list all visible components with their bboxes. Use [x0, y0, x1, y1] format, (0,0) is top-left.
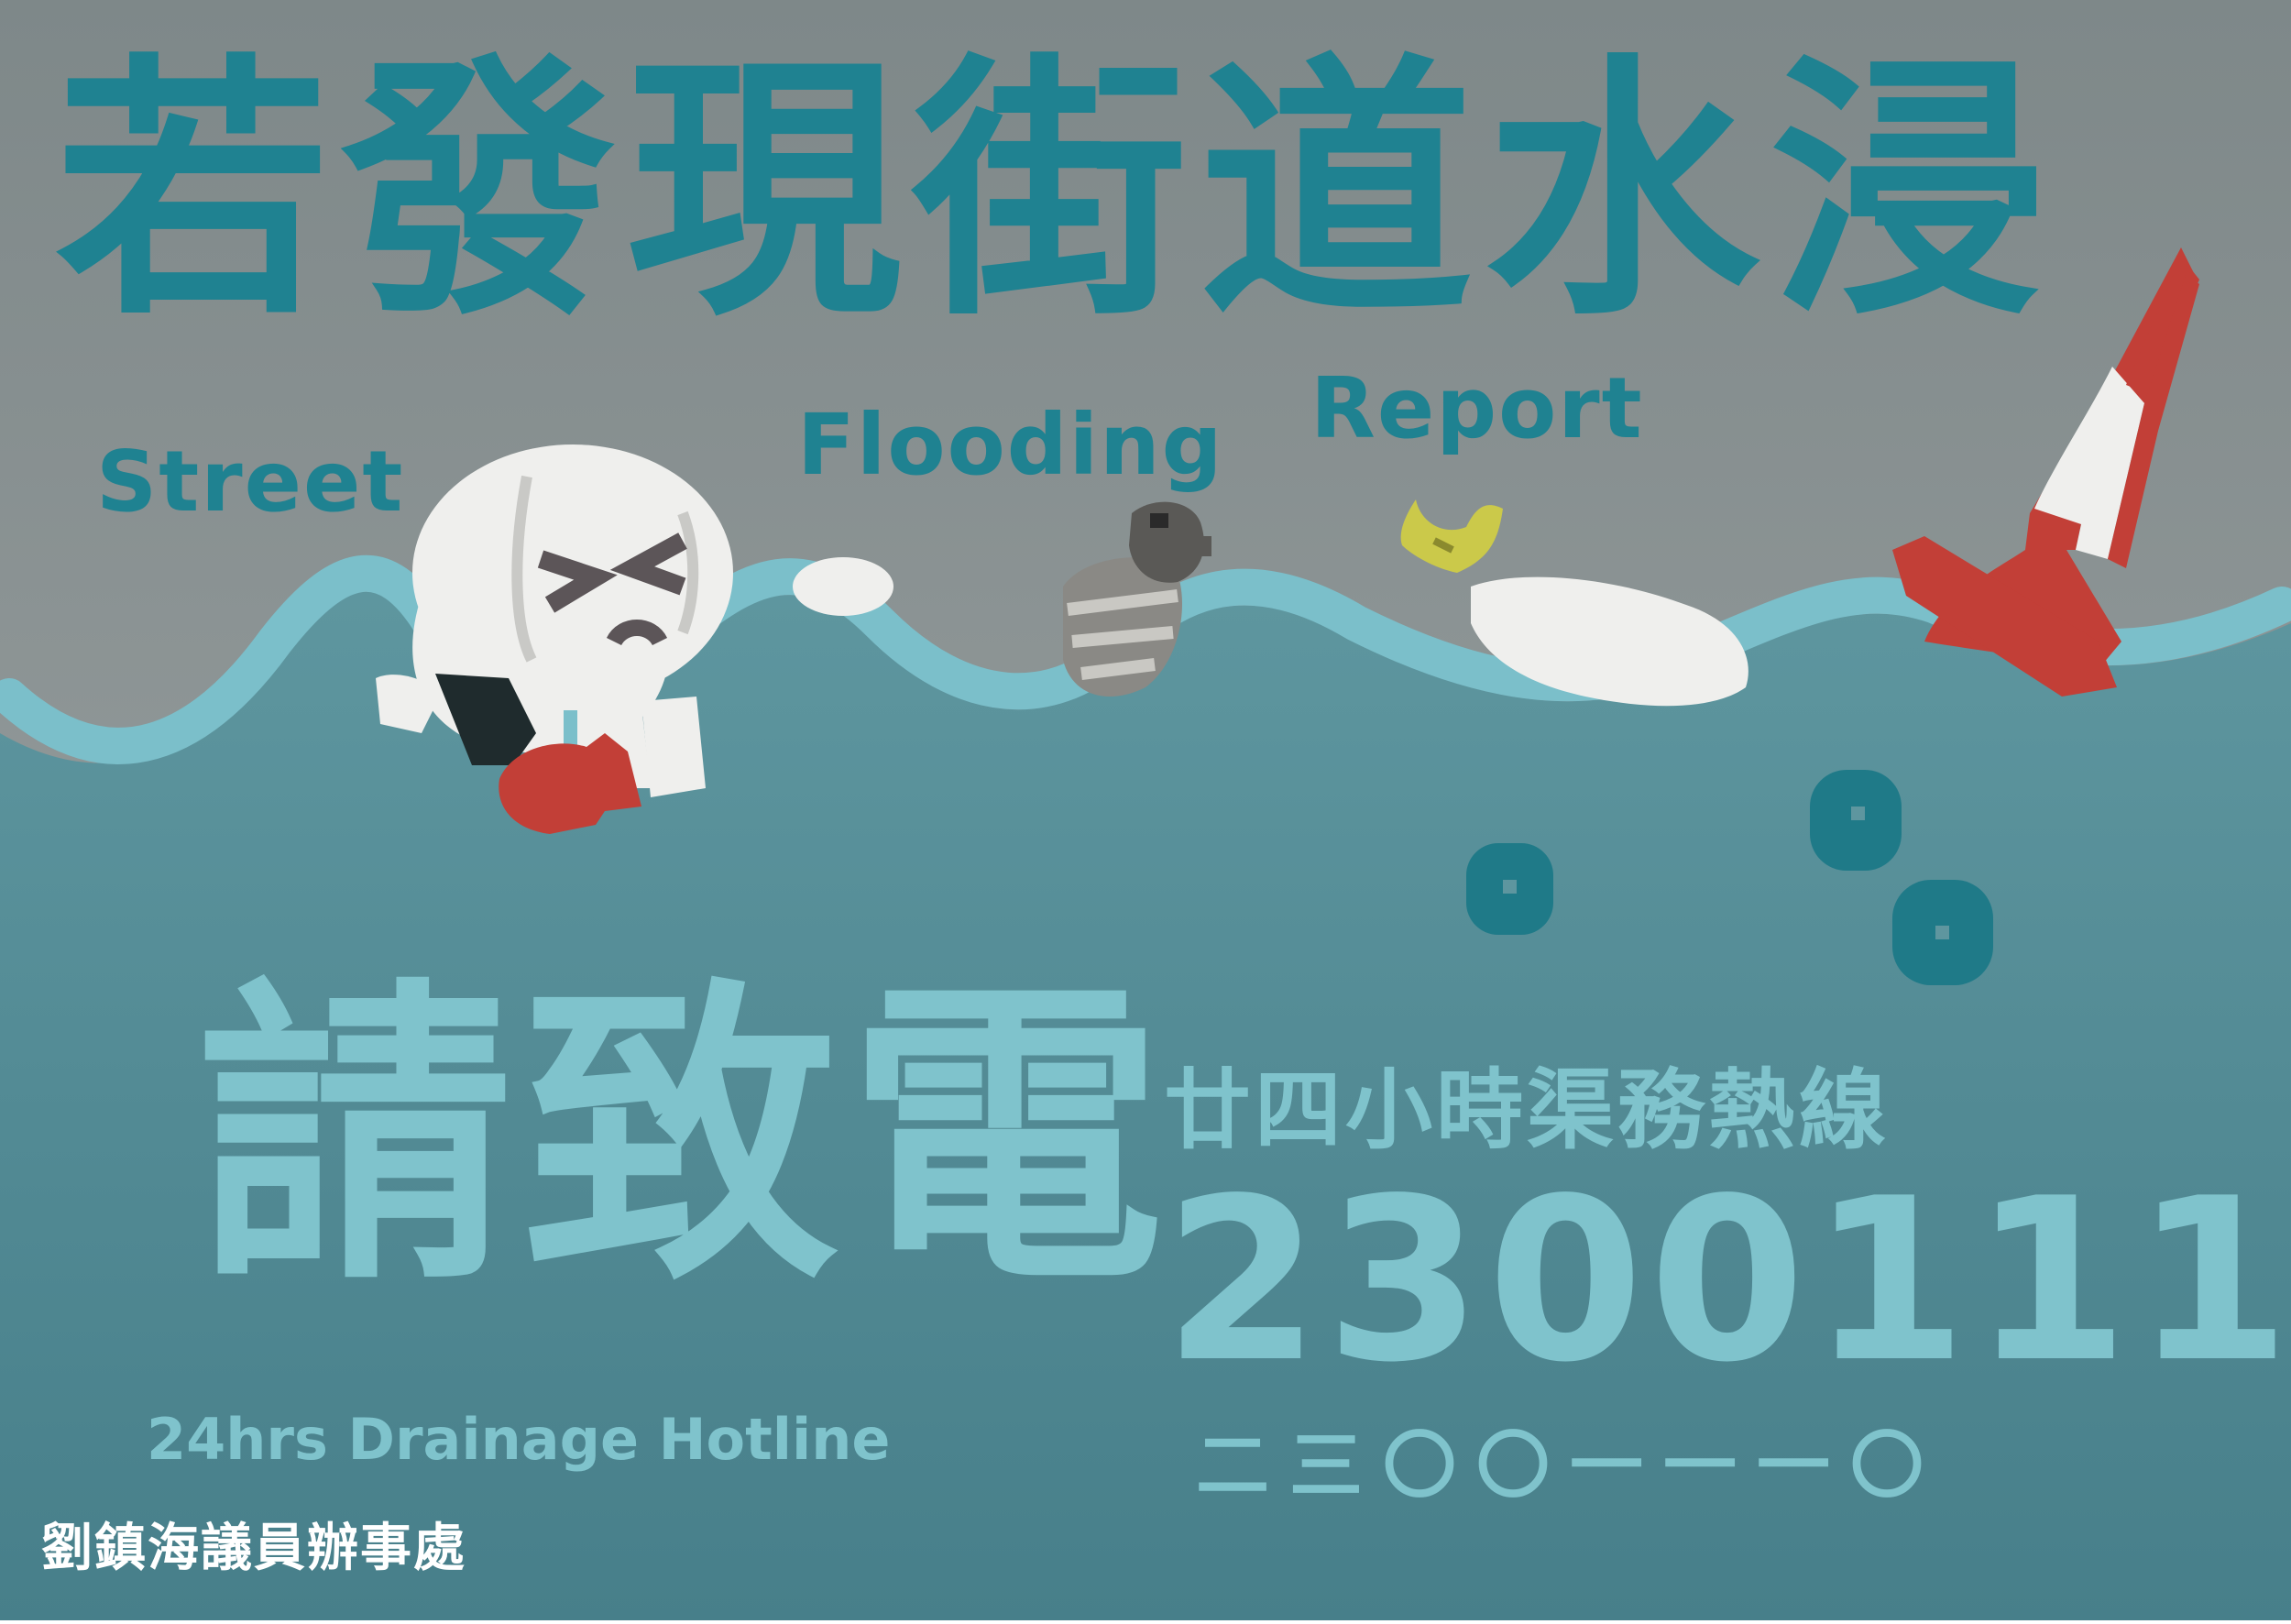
subtitle-flooding: Flooding — [797, 396, 1224, 494]
office-name: 劉鎮海議員辦事處 — [41, 1519, 466, 1578]
banana-peel-icon — [1400, 499, 1503, 573]
subtitle-report: Report — [1310, 359, 1644, 457]
hotline-label-zh: 廿四小時渠務熱線 — [1164, 1060, 1891, 1161]
poster-title: 若發現街道水浸 — [55, 32, 2056, 352]
glove-icon — [499, 733, 641, 834]
phone-number: 23001110 — [1164, 1150, 2291, 1411]
sandbag-icon — [1063, 501, 1211, 697]
subtitle-street: Street — [96, 433, 405, 531]
boat-icon — [1471, 576, 1748, 707]
traffic-cone-icon — [1892, 247, 2199, 697]
bubble-icon — [1466, 770, 1993, 985]
water-body — [0, 591, 2291, 1620]
hotline-label-en: 24hrs Drainage Hotline — [147, 1406, 891, 1473]
character-icon — [376, 444, 893, 797]
call-heading: 請致電 — [197, 955, 1173, 1322]
phone-number-zh: 二三〇〇一一一〇 — [1196, 1423, 1944, 1509]
wave-crest — [0, 554, 2291, 764]
